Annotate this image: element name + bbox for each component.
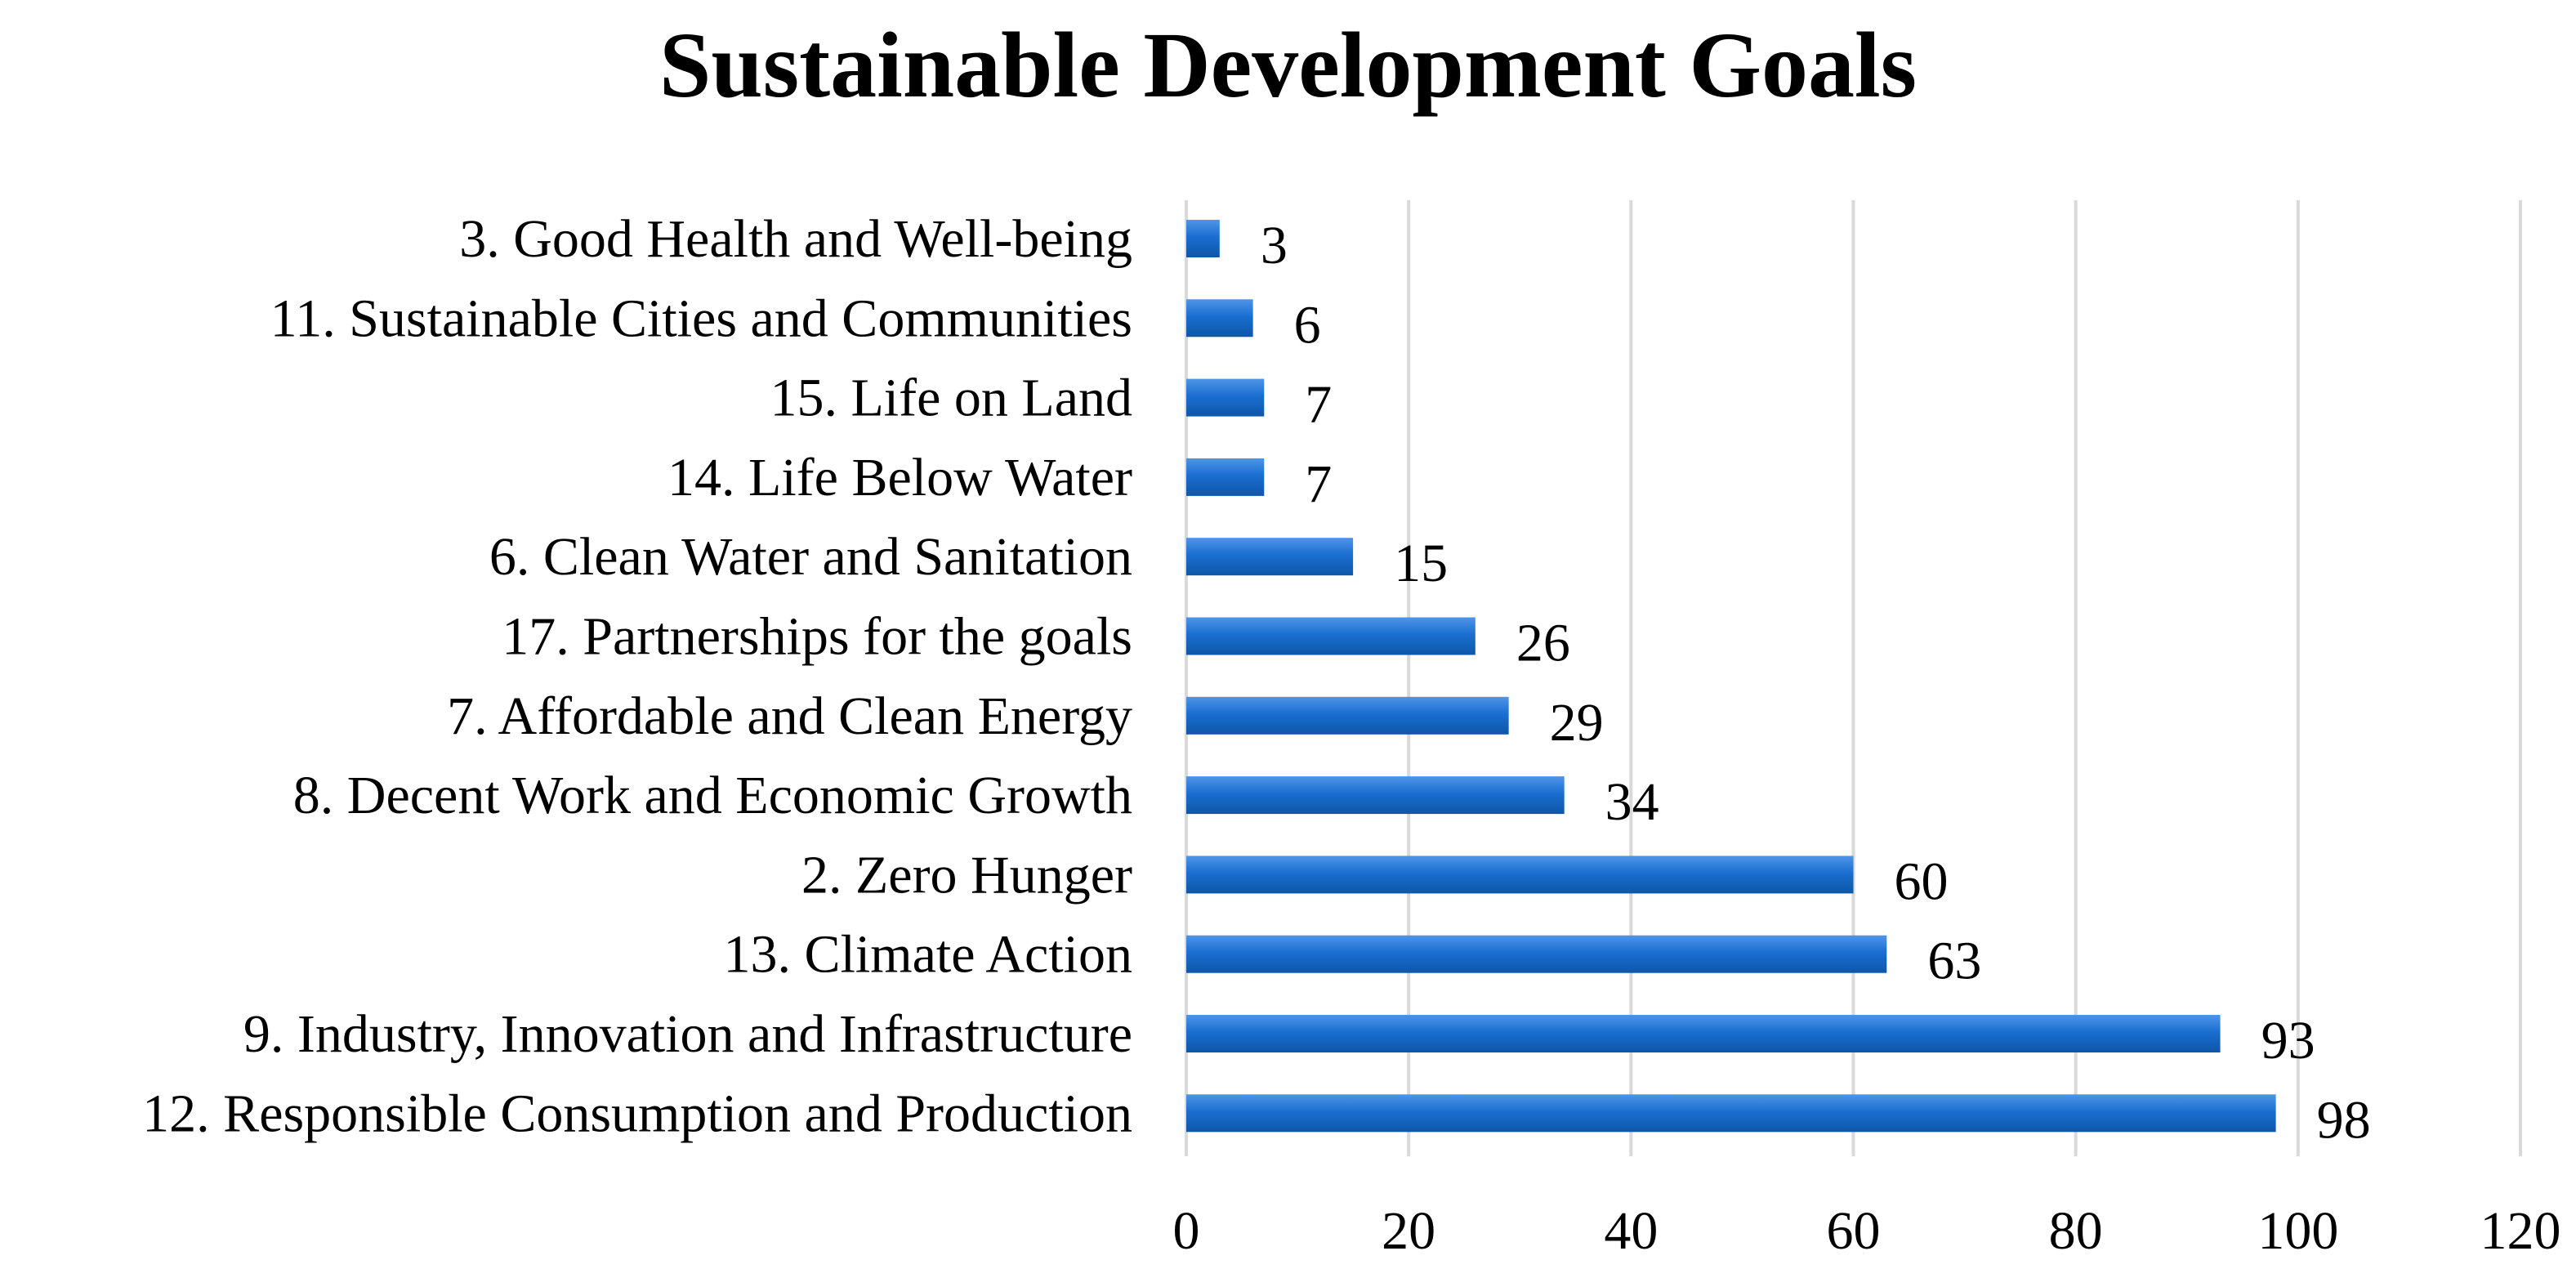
bar-11 <box>1186 1015 2221 1052</box>
category-label-9: 2. Zero Hunger <box>801 845 1132 905</box>
category-label-4: 14. Life Below Water <box>667 448 1132 507</box>
data-label-2: 6 <box>1294 295 1321 355</box>
chart-title: Sustainable Development Goals <box>659 13 1917 117</box>
bar-4 <box>1186 458 1265 496</box>
category-label-6: 17. Partnerships for the goals <box>502 607 1132 667</box>
category-label-12: 12. Responsible Consumption and Producti… <box>142 1084 1132 1143</box>
category-label-5: 6. Clean Water and Sanitation <box>489 527 1132 587</box>
gridlines <box>1407 200 2522 1156</box>
x-tick-label-80: 80 <box>2049 1201 2103 1261</box>
category-label-2: 11. Sustainable Cities and Communities <box>270 288 1132 348</box>
x-tick-label-40: 40 <box>1604 1201 1658 1261</box>
category-labels: 3. Good Health and Well-being 11. Sustain… <box>142 209 1132 1143</box>
data-label-7: 29 <box>1550 693 1604 753</box>
category-label-11: 9. Industry, Innovation and Infrastructu… <box>243 1004 1132 1064</box>
data-label-3: 7 <box>1305 375 1332 435</box>
x-tick-label-120: 120 <box>2480 1201 2561 1261</box>
bar-1 <box>1186 220 1220 257</box>
data-label-5: 15 <box>1394 534 1448 593</box>
data-label-9: 60 <box>1895 851 1949 911</box>
bar-3 <box>1186 378 1265 417</box>
category-label-8: 8. Decent Work and Economic Growth <box>293 766 1132 825</box>
x-tick-label-60: 60 <box>1827 1201 1881 1261</box>
data-label-11: 93 <box>2261 1011 2315 1070</box>
x-tick-label-100: 100 <box>2257 1201 2338 1261</box>
bar-6 <box>1186 617 1476 655</box>
bar-2 <box>1186 299 1253 337</box>
bar-8 <box>1186 776 1565 815</box>
data-label-10: 63 <box>1927 932 1981 991</box>
bar-5 <box>1186 538 1354 576</box>
bar-7 <box>1186 696 1509 735</box>
data-label-6: 26 <box>1516 614 1570 673</box>
bar-10 <box>1186 935 1887 973</box>
bars <box>1186 220 2276 1133</box>
data-label-8: 34 <box>1605 772 1659 832</box>
bar-12 <box>1186 1094 2276 1133</box>
data-label-1: 3 <box>1261 216 1288 275</box>
x-axis-ticks: 0 20 40 60 80 100 120 <box>1173 1201 2561 1261</box>
x-tick-label-0: 0 <box>1173 1201 1200 1261</box>
x-tick-label-20: 20 <box>1382 1201 1435 1261</box>
bar-9 <box>1186 856 1854 894</box>
data-label-4: 7 <box>1305 454 1332 514</box>
category-label-10: 13. Climate Action <box>724 925 1132 985</box>
data-label-12: 98 <box>2317 1090 2371 1150</box>
category-label-3: 15. Life on Land <box>770 369 1132 428</box>
category-label-7: 7. Affordable and Clean Energy <box>447 686 1132 746</box>
category-label-1: 3. Good Health and Well-being <box>459 209 1132 269</box>
